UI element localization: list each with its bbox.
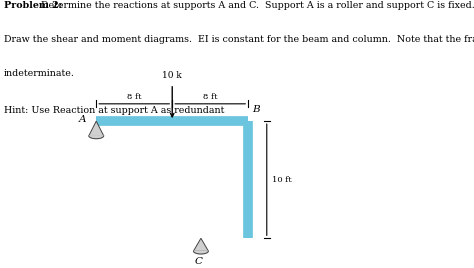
Polygon shape xyxy=(89,121,104,136)
Text: Hint: Use Reaction at support A as redundant: Hint: Use Reaction at support A as redun… xyxy=(4,106,224,116)
Polygon shape xyxy=(89,136,104,139)
Text: 10 ft: 10 ft xyxy=(272,176,292,184)
Text: 8 ft: 8 ft xyxy=(127,93,141,100)
Text: Problem 2:: Problem 2: xyxy=(4,1,62,10)
Text: 10 k: 10 k xyxy=(163,71,182,80)
Text: A: A xyxy=(79,115,87,124)
Text: C: C xyxy=(194,257,202,266)
Text: 8 ft: 8 ft xyxy=(203,93,218,100)
Polygon shape xyxy=(193,238,209,251)
Text: B: B xyxy=(252,106,260,114)
Text: indeterminate.: indeterminate. xyxy=(4,69,75,78)
Text: Determine the reactions at supports A and C.  Support A is a roller and support : Determine the reactions at supports A an… xyxy=(35,1,474,10)
Polygon shape xyxy=(193,251,209,254)
Text: Draw the shear and moment diagrams.  EI is constant for the beam and column.  No: Draw the shear and moment diagrams. EI i… xyxy=(4,35,474,44)
